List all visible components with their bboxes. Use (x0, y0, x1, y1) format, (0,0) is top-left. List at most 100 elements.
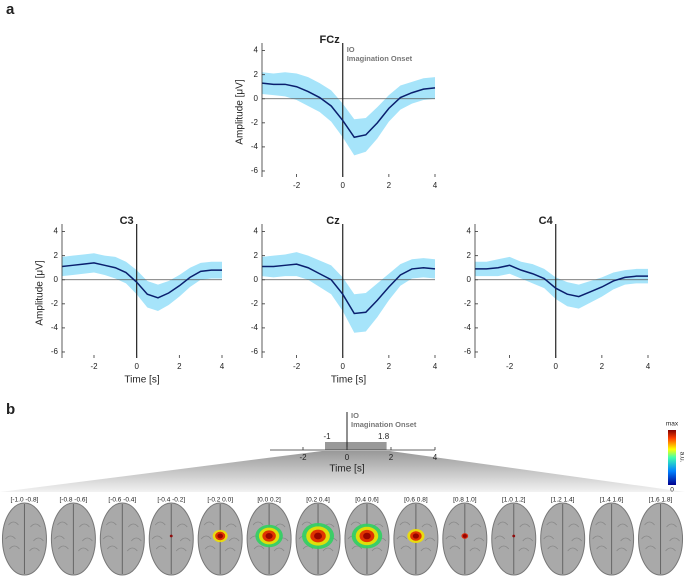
y-axis-label: Amplitude [μV] (35, 260, 46, 325)
activation-level (314, 532, 323, 540)
chart-title: FCz (320, 34, 341, 46)
x-axis-label: Time [s] (329, 464, 364, 475)
x-tick-label: 2 (387, 181, 392, 190)
activation (512, 534, 516, 538)
x-axis-label: Time [s] (124, 375, 159, 386)
brain-sulcus (30, 523, 41, 528)
y-tick-label: 0 (54, 275, 59, 284)
brain-sulcus (665, 547, 676, 552)
error-band (475, 256, 648, 309)
activation (212, 529, 228, 543)
panel-label: b (6, 401, 15, 418)
brain-sulcus (9, 545, 20, 550)
brain-sulcus (595, 521, 606, 526)
chart-title: C4 (539, 215, 554, 227)
x-tick-label: -2 (506, 362, 514, 371)
brain-sulcus (79, 523, 90, 528)
brain-sulcus (29, 547, 40, 552)
brain-sulcus (448, 521, 460, 526)
brain-sulcus (203, 521, 215, 526)
y-tick-label: -4 (464, 323, 472, 332)
activation (255, 524, 283, 548)
y-tick-label: 2 (254, 70, 259, 79)
activation-level (412, 533, 419, 539)
y-tick-label: -2 (464, 299, 472, 308)
activation (302, 523, 335, 549)
brain-sulcus (497, 521, 509, 526)
brain-sulcus (127, 547, 138, 552)
brain-sulcus (5, 535, 16, 540)
map-label: [-0.2 0.0] (207, 497, 233, 504)
annotation: Imagination Onset (351, 420, 417, 429)
x-tick-label: 4 (433, 181, 438, 190)
map-label: [0.4 0.6] (355, 497, 379, 504)
error-band (62, 253, 222, 312)
brain-sulcus (568, 523, 579, 528)
y-tick-label: -2 (251, 299, 259, 308)
activation-level (363, 532, 371, 540)
brain-sulcus (445, 535, 457, 540)
y-tick-label: -4 (251, 142, 259, 151)
brain-sulcus (400, 545, 412, 550)
x-tick-label: 0 (345, 453, 350, 462)
map-label: [-1.0 -0.8] (11, 497, 39, 504)
y-tick-label: 4 (54, 227, 59, 236)
y-tick-label: -6 (251, 166, 259, 175)
brain-sulcus (399, 521, 411, 526)
map-label: [0.6 0.8] (404, 497, 428, 504)
y-tick-label: 2 (254, 251, 259, 260)
interval-label: -1 (323, 432, 331, 441)
brain-sulcus (154, 521, 166, 526)
activation (407, 528, 425, 544)
annotation: Imagination Onset (347, 54, 413, 63)
mean-line (475, 264, 648, 298)
brain-sulcus (78, 547, 89, 552)
brain-sulcus (253, 545, 265, 550)
brain-sulcus (274, 523, 286, 528)
colorbar-unit: a.u. (678, 452, 685, 463)
brain-sulcus (645, 545, 656, 550)
brain-sulcus (469, 547, 481, 552)
brain-sulcus (179, 537, 191, 542)
y-tick-label: -4 (51, 323, 59, 332)
brain-sulcus (151, 535, 163, 540)
x-tick-label: 4 (433, 362, 438, 371)
brain-sulcus (518, 547, 530, 552)
map-label: [1.6 1.8] (649, 497, 673, 504)
activation-level (169, 534, 173, 538)
brain-sulcus (175, 547, 187, 552)
y-tick-label: 4 (254, 46, 259, 55)
activation-level (265, 532, 273, 540)
annotation: IO (351, 411, 359, 420)
x-tick-label: 2 (389, 453, 394, 462)
y-tick-label: 2 (54, 251, 59, 260)
x-axis-label: Time [s] (331, 375, 366, 386)
brain-sulcus (252, 521, 264, 526)
y-tick-label: 0 (467, 275, 472, 284)
x-tick-label: 2 (600, 362, 605, 371)
brain-sulcus (547, 545, 558, 550)
brain-sulcus (371, 547, 383, 552)
brain-sulcus (8, 521, 19, 526)
y-tick-label: 2 (467, 251, 472, 260)
map-label: [-0.4 -0.2] (157, 497, 185, 504)
activation-level (512, 534, 516, 538)
brain-sulcus (571, 537, 582, 542)
y-tick-label: -6 (464, 347, 472, 356)
activation-level (217, 533, 223, 539)
brain-sulcus (498, 545, 510, 550)
map-label: [-0.8 -0.6] (59, 497, 87, 504)
brain-sulcus (543, 535, 554, 540)
annotation: IO (347, 45, 355, 54)
brain-sulcus (424, 537, 436, 542)
x-tick-label: 0 (134, 362, 139, 371)
brain-sulcus (617, 523, 628, 528)
brain-sulcus (596, 545, 607, 550)
brain-sulcus (567, 547, 578, 552)
brain-sulcus (155, 545, 167, 550)
brain-sulcus (176, 523, 188, 528)
activation (461, 533, 469, 539)
y-tick-label: 4 (467, 227, 472, 236)
y-tick-label: -6 (251, 347, 259, 356)
